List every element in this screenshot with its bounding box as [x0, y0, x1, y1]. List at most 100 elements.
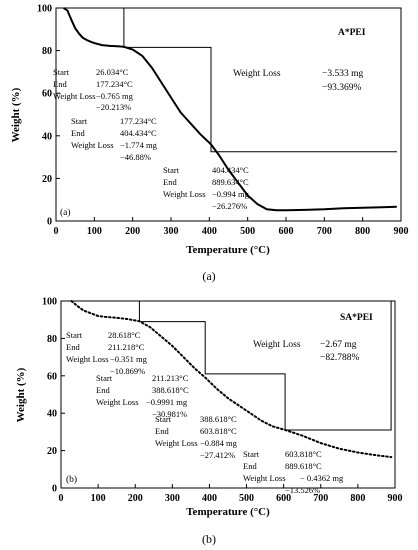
annotation-value: 889.618°C	[285, 461, 322, 471]
y-tick-label: 0	[52, 484, 57, 495]
annotation-label: End	[53, 79, 67, 89]
annotation-value: 388.618°C	[152, 385, 189, 395]
x-tick-label: 800	[355, 226, 370, 237]
annotation-label: Weight Loss	[155, 438, 198, 448]
plot-frame	[55, 7, 402, 222]
x-axis-ticks: 0 100 200 300 400 500 600 700 800 900	[54, 217, 409, 237]
annotation-label: Weight Loss	[96, 397, 139, 407]
annotation-value: 211.218°C	[108, 342, 145, 352]
total-mg: −3.533 mg	[322, 69, 363, 79]
x-tick-label: 400	[202, 493, 217, 504]
x-tick-label: 300	[165, 493, 180, 504]
annotation-label: Start	[243, 449, 260, 459]
annotation-value: −0.994 mg	[212, 189, 250, 199]
panel-label-box: SA*PEI	[340, 313, 373, 323]
x-tick-label: 700	[313, 493, 328, 504]
y-axis-label: Weight (%)	[15, 367, 27, 422]
annotation-value: 388.618°C	[200, 414, 237, 424]
x-tick-label: 900	[388, 493, 403, 504]
chart-panel-a: 0 100 200 300 400 500 600 700 800 900 0 20 40 60 80 10…	[10, 4, 409, 257]
annotation-value: −0.884 mg	[200, 438, 238, 448]
annotation-value: 26.034°C	[96, 67, 129, 77]
x-tick-label: 100	[91, 493, 106, 504]
y-axis-ticks: 0 20 40 60 80 100	[37, 4, 60, 228]
figure-caption-a: (a)	[202, 269, 215, 283]
x-tick-label: 0	[59, 493, 64, 504]
y-tick-label: 20	[42, 174, 52, 185]
annotation-value: 889.634°C	[212, 177, 249, 187]
y-tick-label: 100	[42, 297, 57, 308]
annotation-value: 404.434°C	[120, 128, 157, 138]
annotation-percent: −26.276%	[212, 201, 247, 211]
y-tick-label: 100	[37, 4, 52, 15]
panel-label-box: A*PEI	[338, 28, 366, 38]
y-axis-label: Weight (%)	[10, 87, 22, 142]
annotation-value: −0.351 mg	[110, 354, 148, 364]
total-percent: −93.369%	[322, 83, 361, 93]
annotation-value: −1.774 mg	[120, 140, 158, 150]
annotation-value: 177.234°C	[96, 79, 133, 89]
panel-tag: (b)	[66, 474, 77, 485]
annotation-label: Weight Loss	[163, 189, 206, 199]
x-tick-label: 0	[54, 226, 59, 237]
y-tick-label: 0	[47, 217, 52, 228]
x-tick-label: 600	[276, 493, 291, 504]
annotation-percent: −20.213%	[96, 102, 131, 112]
x-axis-label: Temperature (°C)	[186, 506, 270, 518]
annotation-value: 603.818°C	[285, 449, 322, 459]
annotation-percent: −27.412%	[200, 450, 235, 460]
annotation-percent: −13.526%	[285, 485, 320, 495]
x-tick-label: 200	[125, 226, 140, 237]
annotation-label: End	[163, 177, 177, 187]
annotation-label: Weight Loss	[53, 91, 96, 101]
annotation-label: End	[96, 385, 110, 395]
annotation-label: Start	[155, 414, 172, 424]
x-tick-label: 100	[87, 226, 102, 237]
annotation-label: Start	[53, 67, 70, 77]
x-axis-ticks: 0 100 200 300 400 500 600 700 800 900	[59, 484, 403, 504]
total-mg: −2.67 mg	[320, 340, 357, 350]
x-tick-label: 800	[350, 493, 365, 504]
annotation-label: Start	[71, 116, 88, 126]
x-tick-label: 500	[240, 226, 255, 237]
annotation-step-1: Start 28.618°C End 211.218°C Weight Loss…	[66, 330, 148, 376]
annotation-label: Weight Loss	[66, 354, 109, 364]
y-axis-ticks: 0 20 40 60 80 100	[42, 297, 65, 495]
annotation-step-2: Start 211.213°C End 388.618°C Weight Los…	[96, 373, 189, 419]
total-weight-loss: Weight Loss −3.533 mg −93.369%	[233, 69, 363, 93]
annotation-value: 603.818°C	[200, 426, 237, 436]
y-tick-label: 60	[42, 89, 52, 100]
annotation-value: 28.618°C	[108, 330, 141, 340]
y-tick-label: 40	[47, 409, 57, 420]
x-axis-label: Temperature (°C)	[186, 244, 270, 256]
annotation-label: End	[243, 461, 257, 471]
weight-curve-a	[63, 7, 397, 212]
x-tick-label: 200	[128, 493, 143, 504]
y-tick-label: 40	[42, 131, 52, 142]
step-guide-line	[71, 300, 392, 431]
annotation-label: Weight Loss	[71, 140, 114, 150]
plot-frame	[60, 300, 396, 489]
annotation-label: End	[66, 342, 80, 352]
annotation-label: Weight Loss	[243, 473, 286, 483]
annotation-step-3: Start 388.618°C End 603.818°C Weight Los…	[155, 414, 238, 460]
x-tick-label: 900	[394, 226, 409, 237]
annotation-value: 404.434°C	[212, 165, 249, 175]
annotation-step-3: Start 404.434°C End 889.634°C Weight Los…	[163, 165, 250, 211]
annotation-step-1: Start 26.034°C End 177.234°C Weight Loss…	[53, 67, 134, 112]
annotation-percent: −46.88%	[120, 152, 151, 162]
chart-panel-b: 0 100 200 300 400 500 600 700 800 900 0 20 40 60 80 10…	[15, 297, 403, 519]
annotation-percent: −30.981%	[152, 409, 187, 419]
annotation-label: Start	[66, 330, 83, 340]
y-tick-label: 80	[47, 334, 57, 345]
annotation-value: 177.234°C	[120, 116, 157, 126]
y-tick-label: 80	[42, 46, 52, 57]
annotation-label: End	[71, 128, 85, 138]
annotation-step-4: Start 603.818°C End 889.618°C Weight Los…	[243, 449, 344, 495]
x-tick-label: 700	[317, 226, 332, 237]
y-tick-label: 20	[47, 446, 57, 457]
x-tick-label: 400	[202, 226, 217, 237]
annotation-label: End	[155, 426, 169, 436]
annotation-value: − 0.4362 mg	[300, 473, 344, 483]
